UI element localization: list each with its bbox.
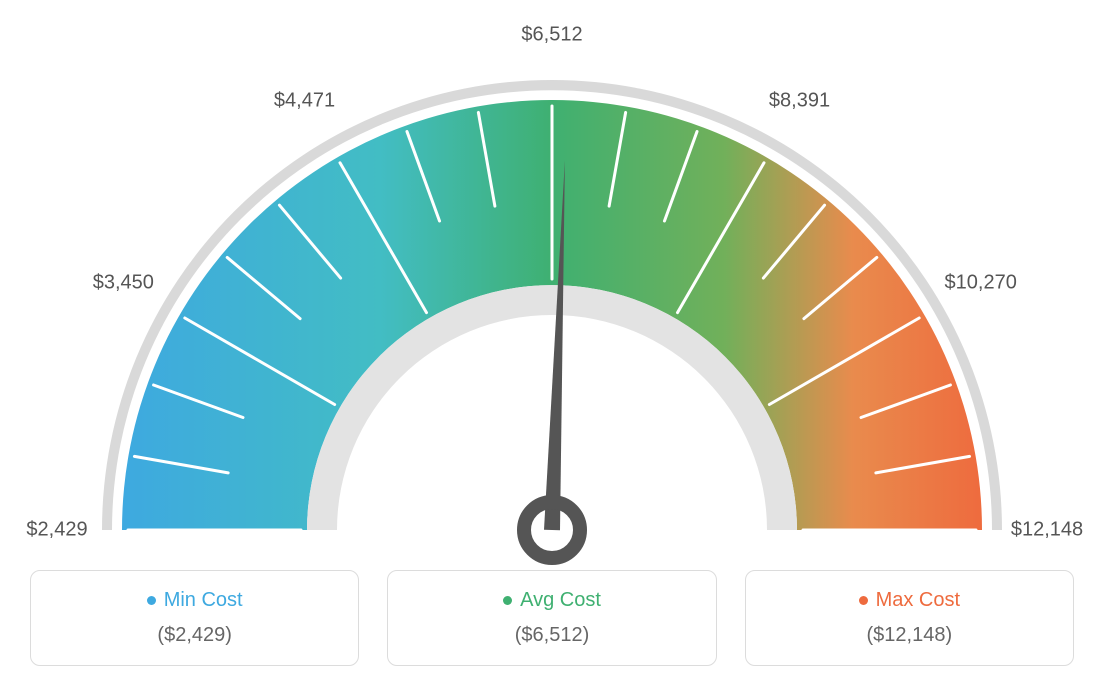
dot-icon xyxy=(859,596,868,605)
legend-title-text: Min Cost xyxy=(164,589,243,612)
gauge-tick-label: $6,512 xyxy=(521,24,582,47)
legend-value-min: ($2,429) xyxy=(43,624,346,647)
legend-card-min: Min Cost ($2,429) xyxy=(30,570,359,666)
gauge-tick-label: $2,429 xyxy=(26,519,87,542)
legend-value-max: ($12,148) xyxy=(758,624,1061,647)
gauge-container: $2,429$3,450$4,471$6,512$8,391$10,270$12… xyxy=(30,30,1074,570)
legend-title-min: Min Cost xyxy=(147,589,243,612)
legend-title-text: Max Cost xyxy=(876,589,960,612)
legend-title-avg: Avg Cost xyxy=(503,589,601,612)
gauge-tick-label: $4,471 xyxy=(274,90,335,113)
gauge-svg xyxy=(30,30,1074,570)
dot-icon xyxy=(147,596,156,605)
legend-card-avg: Avg Cost ($6,512) xyxy=(387,570,716,666)
dot-icon xyxy=(503,596,512,605)
legend-title-max: Max Cost xyxy=(859,589,960,612)
legend-row: Min Cost ($2,429) Avg Cost ($6,512) Max … xyxy=(30,570,1074,666)
gauge-tick-label: $3,450 xyxy=(93,271,154,294)
legend-title-text: Avg Cost xyxy=(520,589,601,612)
gauge-tick-label: $10,270 xyxy=(945,271,1017,294)
gauge-tick-label: $12,148 xyxy=(1011,519,1083,542)
gauge-tick-label: $8,391 xyxy=(769,90,830,113)
legend-card-max: Max Cost ($12,148) xyxy=(745,570,1074,666)
legend-value-avg: ($6,512) xyxy=(400,624,703,647)
